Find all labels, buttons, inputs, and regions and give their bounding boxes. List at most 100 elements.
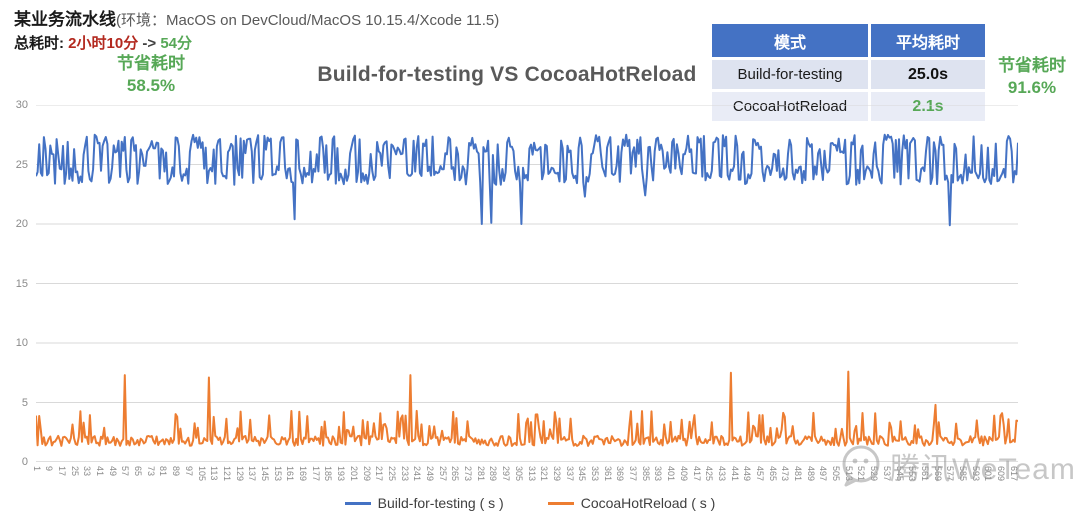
x-tick-label: 33 [82,466,93,477]
table-row: 2.1s [871,92,985,121]
legend-item-build-for-testing: Build-for-testing ( s ) [344,495,504,511]
x-tick-label: 593 [970,466,981,482]
x-tick-label: 97 [183,466,194,477]
x-tick-label: 249 [424,466,435,482]
page-header: 某业务流水线(环境：MacOS on DevCloud/MacOS 10.15.… [14,5,499,30]
x-tick-label: 289 [488,466,499,482]
x-tick-label: 537 [881,466,892,482]
x-tick-label: 1 [31,466,42,472]
x-tick-label: 305 [513,466,524,482]
legend-item-cocoahotreload: CocoaHotReload ( s ) [547,495,716,511]
x-tick-label: 617 [1008,466,1019,482]
x-tick-label: 369 [615,466,626,482]
x-tick-label: 241 [412,466,423,482]
y-tick-label: 15 [15,278,28,290]
x-tick-label: 169 [298,466,308,482]
x-tick-label: 89 [171,466,182,477]
x-tick-label: 105 [196,466,207,482]
x-tick-label: 513 [843,466,854,482]
environment-subtitle: (环境：MacOS on DevCloud/MacOS 10.15.4/Xcod… [116,12,500,29]
chart-legend: Build-for-testing ( s ) CocoaHotReload (… [0,495,1060,511]
page-title: 某业务流水线 [14,10,116,29]
x-tick-label: 193 [336,466,347,482]
x-tick-label: 225 [386,466,397,482]
legend-line-marker-blue [344,501,371,505]
x-tick-label: 353 [589,466,600,482]
x-tick-label: 161 [285,466,296,482]
chart-title: Build-for-testing VS CocoaHotReload [317,63,697,86]
x-tick-label: 177 [310,466,321,482]
saving-right-label: 节省耗时 [998,56,1066,75]
total-time-before: 2小时10分 [68,35,139,52]
x-tick-label: 577 [945,466,956,482]
table-cell-mode-1: Build-for-testing [737,66,843,83]
x-tick-label: 377 [628,466,638,482]
x-tick-label: 569 [932,466,943,482]
x-tick-label: 385 [640,466,651,482]
saving-left-label: 节省耗时 [117,54,185,73]
x-tick-label: 329 [551,466,562,482]
x-tick-label: 129 [234,466,245,482]
series-line-cocoahotreload [36,370,1018,447]
x-tick-label: 81 [158,466,169,477]
x-tick-label: 601 [983,466,994,482]
x-tick-label: 337 [564,466,575,482]
x-tick-label: 393 [653,466,664,482]
x-tick-label: 505 [831,466,842,482]
x-tick-label: 153 [272,466,283,482]
legend-label-cocoahotreload: CocoaHotReload ( s ) [580,495,716,511]
x-tick-label: 41 [95,466,105,477]
x-tick-label: 409 [678,466,689,482]
x-tick-label: 9 [44,466,55,472]
table-header-mode: 模式 [712,24,868,57]
x-tick-label: 457 [754,466,765,482]
table-cell-avg-1: 25.0s [907,65,949,83]
x-tick-label: 441 [729,466,740,482]
total-time-after: 54分 [160,35,192,52]
total-time-line: 总耗时: 2小时10分 -> 54分 [14,32,192,53]
y-tick-label: 25 [15,159,28,171]
legend-line-marker-orange [547,501,574,505]
x-tick-label: 433 [716,466,727,482]
table-row: Build-for-testing [712,60,868,89]
x-tick-label: 585 [958,466,968,482]
x-tick-label: 121 [221,466,232,482]
x-tick-label: 273 [463,466,473,482]
x-tick-label: 185 [323,466,334,482]
x-tick-label: 465 [767,466,778,482]
saving-left-value: 58.5% [126,76,176,95]
x-tick-label: 489 [805,466,816,482]
x-tick-label: 521 [856,466,867,482]
x-tick-label: 281 [475,466,486,482]
x-tick-label: 137 [247,466,258,482]
table-cell-mode-2: CocoaHotReload [732,98,848,115]
saving-right-value: 91.6% [1007,78,1057,97]
series-line-build-for-testing [36,133,1018,227]
x-tick-label: 361 [602,466,613,482]
x-tick-label: 297 [501,466,512,482]
x-tick-label: 113 [209,466,220,481]
x-tick-label: 417 [691,466,702,482]
summary-table: 模式 平均耗时 Build-for-testing 25.0s CocoaHot… [712,24,985,121]
y-tick-label: 10 [15,337,28,349]
x-tick-label: 321 [539,466,550,482]
x-tick-label: 73 [145,466,156,477]
x-tick-label: 425 [704,466,715,482]
x-tick-label: 257 [437,466,448,482]
x-tick-label: 609 [996,466,1006,482]
x-tick-label: 233 [399,466,410,482]
x-tick-label: 201 [348,466,359,482]
y-tick-label: 30 [15,99,28,111]
line-chart-plot-area [36,105,1018,462]
x-tick-label: 529 [869,466,880,482]
table-header-avg: 平均耗时 [871,24,985,57]
x-tick-label: 217 [374,466,385,482]
x-tick-label: 57 [120,466,131,477]
arrow-text: -> [142,35,157,52]
x-tick-label: 209 [361,466,372,482]
x-tick-label: 345 [577,466,588,482]
x-tick-label: 65 [133,466,143,477]
x-tick-label: 481 [793,466,803,482]
x-tick-label: 49 [107,466,118,477]
